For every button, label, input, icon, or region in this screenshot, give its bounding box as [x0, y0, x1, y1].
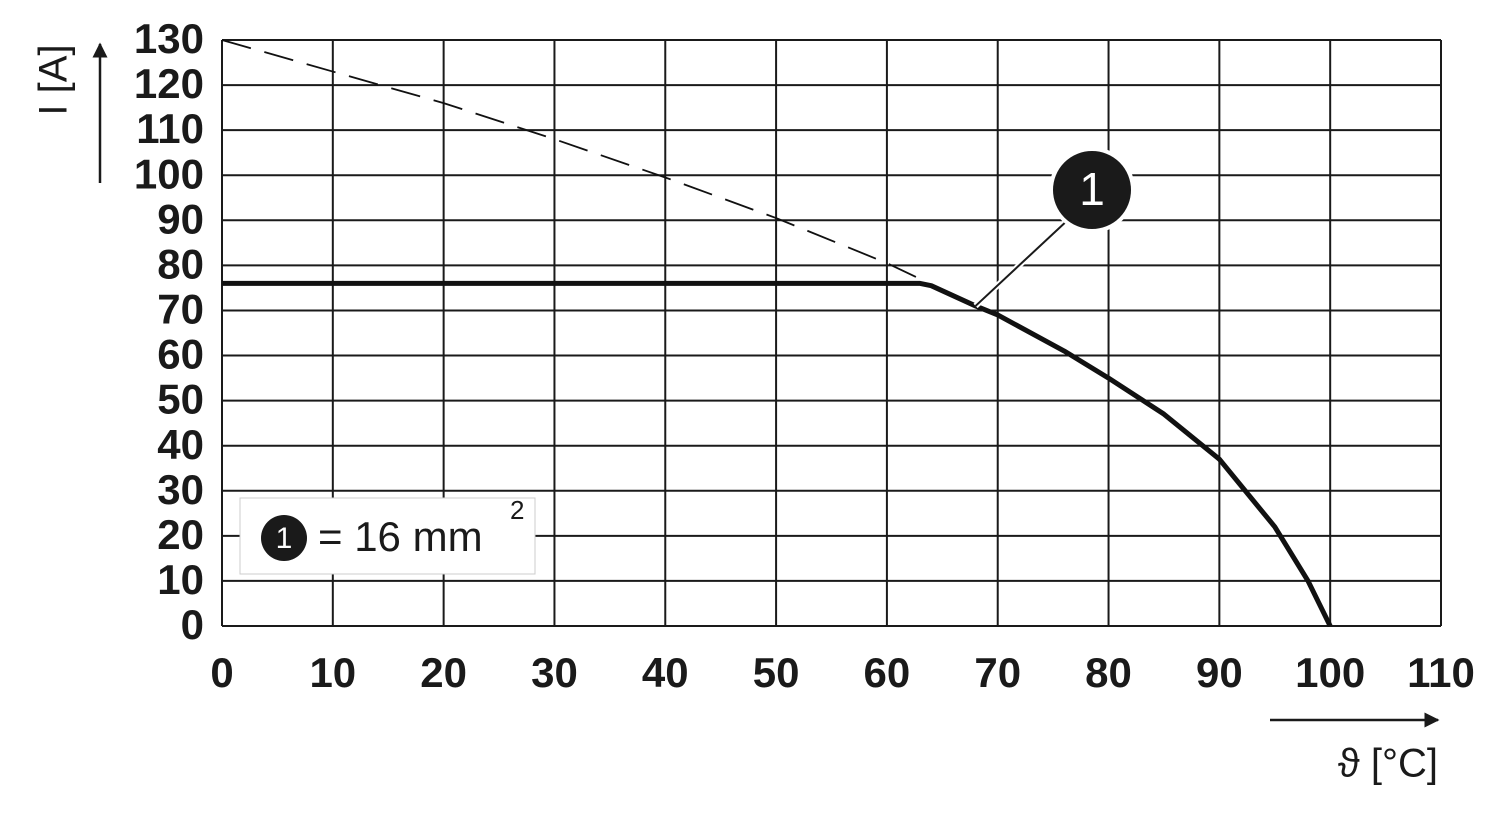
y-tick-label: 10: [157, 556, 204, 603]
legend-superscript: 2: [510, 495, 524, 525]
y-tick-label: 0: [181, 601, 204, 648]
legend: 1 = 16 mm 2: [239, 495, 536, 575]
y-tick-label: 120: [134, 60, 204, 107]
annotation-marker: [1049, 147, 1135, 233]
y-tick-label: 80: [157, 240, 204, 287]
dashed-line: [221, 39, 921, 280]
derating-curve: [222, 280, 1333, 628]
annotation-label: 1: [1079, 163, 1105, 215]
y-tick-label: 50: [157, 376, 204, 423]
y-tick-label: 70: [157, 286, 204, 333]
x-tick-label: 0: [210, 649, 233, 696]
x-tick-label: 90: [1196, 649, 1243, 696]
x-tick-label: 60: [864, 649, 911, 696]
x-tick-label: 40: [642, 649, 689, 696]
y-tick-label: 130: [134, 15, 204, 62]
legend-marker: [261, 515, 307, 561]
x-tick-label: 70: [974, 649, 1021, 696]
x-axis-label: ϑ [°C]: [1338, 742, 1438, 786]
y-tick-label: 110: [136, 105, 204, 152]
y-tick-label: 20: [157, 511, 204, 558]
x-tick-label: 20: [420, 649, 467, 696]
x-tick-label: 50: [753, 649, 800, 696]
x-tick-label: 80: [1085, 649, 1132, 696]
y-tick-label: 90: [157, 195, 204, 242]
y-tick-label: 100: [134, 150, 204, 197]
x-tick-label: 30: [531, 649, 578, 696]
y-axis-label: I [A]: [32, 44, 76, 115]
y-tick-label: 40: [157, 421, 204, 468]
annotation-leader: [974, 217, 1071, 307]
lines: [221, 39, 1333, 628]
grid: [221, 39, 1442, 627]
y-tick-label: 30: [157, 466, 204, 513]
y-tick-label: 60: [157, 331, 204, 378]
legend-marker-label: 1: [276, 522, 293, 555]
legend-text: = 16 mm: [318, 513, 483, 560]
x-tick-label: 110: [1407, 649, 1475, 696]
x-tick-label: 100: [1295, 649, 1365, 696]
x-tick-label: 10: [309, 649, 356, 696]
